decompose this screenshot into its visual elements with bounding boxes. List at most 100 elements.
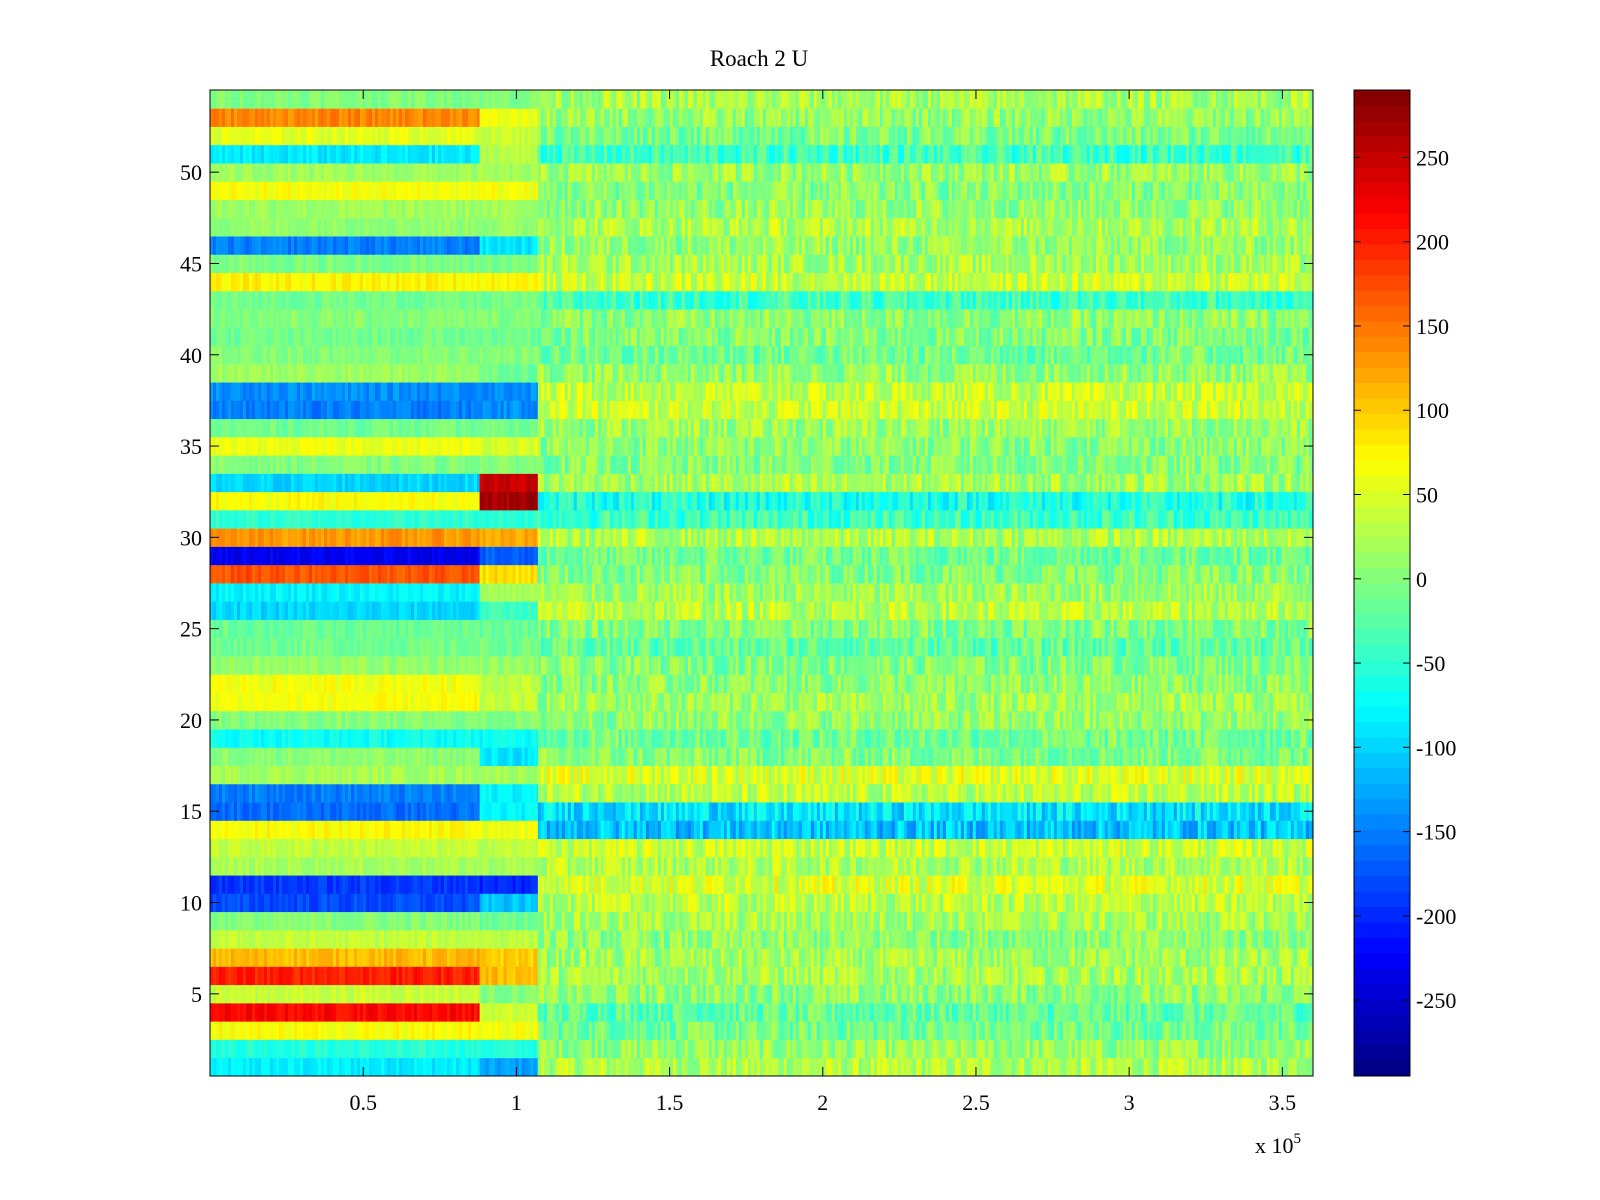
heatmap-cell (360, 1021, 364, 1040)
heatmap-cell (252, 1021, 256, 1040)
heatmap-cell (585, 948, 590, 967)
heatmap-cell (678, 893, 683, 913)
heatmap-cell (1104, 984, 1109, 1004)
heatmap-cell (858, 948, 863, 967)
heatmap-cell (555, 893, 560, 913)
heatmap-cell (303, 1057, 307, 1077)
heatmap-cell (488, 948, 493, 967)
heatmap-cell (1278, 856, 1283, 876)
heatmap-cell (294, 875, 298, 894)
heatmap-cell (270, 838, 274, 858)
heatmap-cell (1044, 875, 1049, 894)
heatmap-cell (879, 1057, 884, 1077)
heatmap-cell (750, 820, 755, 840)
heatmap-cell (1128, 966, 1133, 986)
heatmap-cell (348, 984, 352, 1004)
heatmap-cell (482, 1002, 487, 1022)
heatmap-cell (273, 820, 277, 840)
heatmap-cell (285, 856, 289, 876)
heatmap-cell (1065, 1039, 1070, 1059)
heatmap-cell (456, 1057, 460, 1077)
heatmap-cell (297, 1021, 301, 1040)
heatmap-cell (1290, 856, 1295, 876)
heatmap-cell (521, 948, 526, 967)
heatmap-cell (738, 929, 743, 949)
heatmap-cell (1152, 948, 1157, 967)
heatmap-cell (1188, 1057, 1193, 1077)
heatmap-cell (825, 1057, 830, 1077)
heatmap-cell (393, 875, 397, 894)
heatmap-cell (378, 984, 382, 1004)
heatmap-cell (524, 929, 529, 949)
heatmap-cell (506, 948, 511, 967)
heatmap-cell (666, 856, 671, 876)
heatmap-cell (324, 966, 328, 986)
heatmap-cell (1167, 948, 1172, 967)
heatmap-cell (1167, 893, 1172, 913)
heatmap-cell (1002, 984, 1007, 1004)
heatmap-cell (1011, 1021, 1016, 1040)
heatmap-cell (1005, 929, 1010, 949)
heatmap-cell (285, 1057, 289, 1077)
heatmap-cell (1215, 1057, 1220, 1077)
heatmap-cell (1245, 1002, 1250, 1022)
heatmap-cell (447, 820, 451, 840)
heatmap-cell (882, 966, 887, 986)
heatmap-cell (615, 1057, 620, 1077)
heatmap-cell (393, 911, 397, 931)
heatmap-cell (1230, 893, 1235, 913)
heatmap-cell (642, 838, 647, 858)
heatmap-cell (747, 929, 752, 949)
heatmap-cell (984, 856, 989, 876)
heatmap-cell (552, 1002, 557, 1022)
heatmap-cell (303, 838, 307, 858)
heatmap-cell (1200, 838, 1205, 858)
heatmap-cell (801, 1057, 806, 1077)
heatmap-cell (1191, 893, 1196, 913)
heatmap-cell (933, 893, 938, 913)
heatmap-cell (825, 1021, 830, 1040)
heatmap-cell (1134, 948, 1139, 967)
heatmap-cell (282, 984, 286, 1004)
heatmap-cell (488, 820, 493, 840)
heatmap-cell (450, 1021, 454, 1040)
heatmap-cell (491, 820, 496, 840)
heatmap-cell (1287, 948, 1292, 967)
heatmap-cell (1092, 1039, 1097, 1059)
heatmap-cell (1284, 966, 1289, 986)
heatmap-cell (384, 1021, 388, 1040)
heatmap-cell (1062, 1002, 1067, 1022)
heatmap-cell (597, 875, 602, 894)
heatmap-cell (303, 929, 307, 949)
heatmap-cell (672, 820, 677, 840)
heatmap-cell (978, 929, 983, 949)
heatmap-cell (792, 838, 797, 858)
heatmap-cell (954, 893, 959, 913)
heatmap-cell (792, 911, 797, 931)
heatmap-cell (729, 1002, 734, 1022)
heatmap-cell (1134, 893, 1139, 913)
heatmap-cell (690, 966, 695, 986)
heatmap-cell (537, 1021, 542, 1040)
heatmap-cell (1137, 1057, 1142, 1077)
heatmap-cell (228, 1057, 232, 1077)
heatmap-cell (642, 984, 647, 1004)
heatmap-cell (396, 948, 400, 967)
heatmap-cell (540, 856, 545, 876)
heatmap-cell (945, 966, 950, 986)
heatmap-cell (1299, 1021, 1304, 1040)
heatmap-cell (408, 1039, 412, 1059)
heatmap-cell (255, 911, 259, 931)
heatmap-cell (237, 1021, 241, 1040)
heatmap-cell (648, 948, 653, 967)
heatmap-cell (981, 856, 986, 876)
heatmap-cell (996, 966, 1001, 986)
heatmap-cell (1008, 1039, 1013, 1059)
heatmap-cell (789, 929, 794, 949)
heatmap-cell (1044, 929, 1049, 949)
heatmap-cell (297, 856, 301, 876)
heatmap-cell (726, 1002, 731, 1022)
heatmap-cell (699, 911, 704, 931)
heatmap-cell (1284, 1021, 1289, 1040)
heatmap-cell (1263, 984, 1268, 1004)
